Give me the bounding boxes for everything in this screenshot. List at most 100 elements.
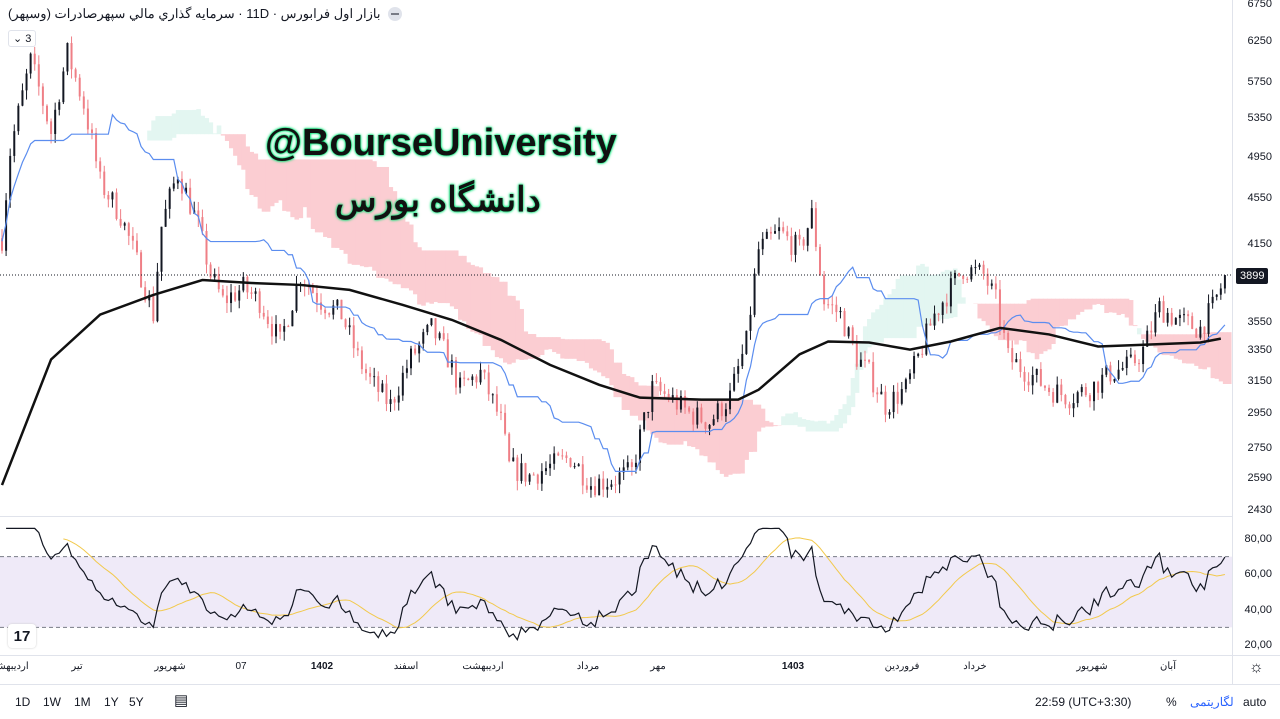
candle-body [1150, 330, 1153, 333]
cloud-segment [552, 337, 557, 353]
candle-body [434, 318, 437, 339]
cloud-segment [441, 250, 447, 304]
cloud-segment [1132, 325, 1138, 327]
candle-body [197, 210, 200, 218]
percent-toggle[interactable]: % [1166, 695, 1177, 709]
cloud-segment [151, 120, 156, 141]
range-5y[interactable]: 5Y [129, 695, 144, 709]
symbol-header[interactable]: بازار اول فرابورس · 11D · سرمايه گذاري م… [8, 6, 403, 22]
cloud-segment [163, 116, 169, 141]
indicators-toggle[interactable]: ⌄ 3 [8, 30, 37, 47]
auto-scale-toggle[interactable]: auto [1243, 695, 1267, 709]
candle-body [1138, 363, 1141, 365]
go-to-date-calendar-icon[interactable]: ▤ [174, 692, 189, 709]
cloud-segment [752, 404, 758, 452]
cloud-segment [204, 118, 210, 135]
candle-body [1195, 328, 1198, 338]
candle-body [483, 369, 486, 373]
cloud-segment [699, 399, 704, 456]
candle-body [99, 161, 102, 172]
candle-body [385, 383, 388, 405]
cloud-segment [1153, 334, 1158, 348]
cloud-segment [192, 109, 197, 135]
rsi-line [6, 527, 1226, 641]
candle-body [213, 273, 216, 278]
candle-body [651, 381, 654, 412]
candle-body [17, 105, 20, 132]
candle-body [107, 194, 110, 200]
candle-body [908, 373, 911, 380]
cloud-segment [273, 159, 279, 203]
candle-body [62, 71, 65, 103]
rsi-tick: 40,00 [1244, 603, 1272, 616]
cloud-segment [584, 339, 590, 363]
range-1m[interactable]: 1M [74, 695, 91, 709]
candle-body [1199, 326, 1202, 338]
candle-body [115, 192, 118, 219]
collapse-icon[interactable] [388, 7, 403, 21]
price-tick: 6250 [1247, 35, 1272, 47]
cloud-segment [756, 404, 762, 432]
candle-body [528, 474, 531, 482]
cloud-segment [1059, 298, 1064, 327]
cloud-segment [188, 110, 193, 135]
cloud-segment [1075, 298, 1081, 315]
candle-body [499, 411, 502, 413]
candle-body [810, 208, 813, 229]
candle-body [336, 299, 339, 306]
cloud-segment [421, 250, 426, 306]
price-tick: 2950 [1247, 407, 1272, 420]
cloud-segment [658, 396, 664, 443]
cloud-segment [175, 110, 181, 135]
cloud-segment [736, 399, 741, 474]
candle-body [1007, 332, 1010, 349]
timezone-clock[interactable]: 22:59 (UTC+3:30) [1035, 695, 1132, 709]
range-1d[interactable]: 1D [15, 695, 31, 709]
cloud-segment [871, 312, 876, 346]
candle-body [508, 433, 511, 462]
candle-body [565, 455, 568, 459]
candle-body [90, 129, 93, 133]
cloud-segment [1104, 298, 1109, 314]
candle-body [1039, 369, 1042, 386]
cloud-segment [1186, 334, 1191, 364]
cloud-segment [543, 337, 549, 350]
cloud-segment [535, 337, 541, 358]
candle-body [618, 472, 621, 485]
cloud-segment [1177, 334, 1183, 360]
log-scale-toggle[interactable]: لگاریتمی [1190, 695, 1234, 709]
cloud-segment [425, 250, 430, 303]
candle-body [119, 218, 122, 226]
candle-body [524, 463, 527, 482]
range-1w[interactable]: 1W [43, 695, 61, 709]
candle-body [381, 383, 384, 392]
candle-body [111, 192, 114, 200]
cloud-segment [1124, 298, 1130, 318]
cloud-segment [793, 412, 799, 426]
candle-body [21, 90, 24, 106]
cloud-segment [314, 159, 320, 233]
cloud-segment [593, 339, 598, 371]
candle-body [328, 313, 331, 315]
cloud-segment [1218, 332, 1224, 382]
cloud-segment [834, 414, 839, 432]
candle-body [614, 484, 617, 486]
cloud-segment [813, 421, 819, 432]
candle-body [37, 64, 40, 87]
candle-body [1043, 385, 1046, 388]
cloud-segment [1087, 298, 1093, 310]
cloud-segment [224, 134, 230, 141]
candle-body [209, 264, 212, 278]
candle-body [945, 302, 948, 307]
cloud-segment [1141, 334, 1146, 339]
cloud-segment [474, 266, 479, 334]
settings-gear-icon[interactable]: ☼ [1249, 659, 1264, 676]
tradingview-logo[interactable]: 17 [8, 624, 36, 648]
range-1y[interactable]: 1Y [104, 695, 119, 709]
indicator-lines [0, 113, 1232, 486]
chart-canvas[interactable] [0, 0, 1280, 684]
price-tick: 4950 [1247, 150, 1272, 163]
cloud-segment [1030, 298, 1036, 354]
cloud-segment [257, 159, 263, 209]
candle-body [1178, 314, 1181, 319]
